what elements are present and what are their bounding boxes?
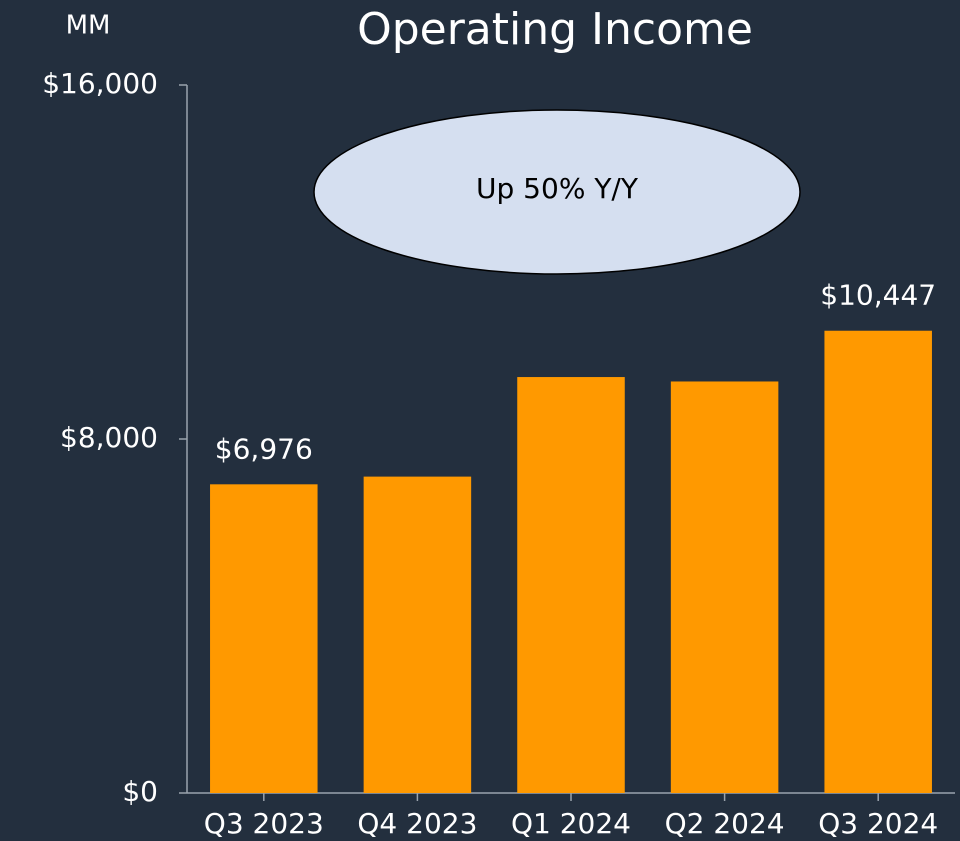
x-tick-label: Q3 2024 bbox=[818, 807, 938, 840]
x-tick-label: Q1 2024 bbox=[511, 807, 631, 840]
annotation-bubble bbox=[313, 109, 801, 275]
bar bbox=[210, 484, 318, 793]
annotation: Up 50% Y/Y bbox=[476, 172, 639, 205]
x-tick-label: Q3 2023 bbox=[204, 807, 324, 840]
bar bbox=[670, 381, 779, 793]
y-tick-label: $0 bbox=[122, 775, 158, 808]
y-tick-label: $16,000 bbox=[42, 67, 158, 100]
unit-label: MM bbox=[66, 11, 111, 41]
x-tick-label: Q2 2024 bbox=[665, 807, 785, 840]
bar bbox=[363, 476, 472, 793]
x-tick-label: Q4 2023 bbox=[357, 807, 477, 840]
value-label: $6,976 bbox=[215, 432, 313, 465]
value-label: $10,447 bbox=[820, 279, 936, 312]
chart-title: Operating Income bbox=[357, 4, 753, 55]
bar bbox=[824, 330, 932, 793]
y-tick-label: $8,000 bbox=[60, 421, 158, 454]
bar bbox=[517, 377, 625, 793]
